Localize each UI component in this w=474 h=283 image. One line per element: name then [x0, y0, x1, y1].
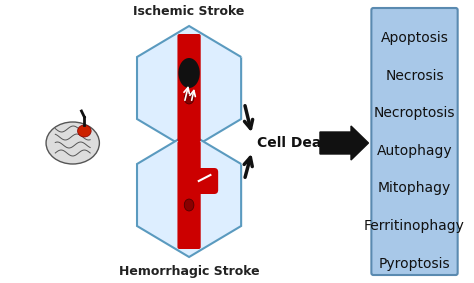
FancyBboxPatch shape: [193, 168, 218, 194]
Text: Ischemic Stroke: Ischemic Stroke: [133, 5, 245, 18]
Ellipse shape: [184, 92, 194, 104]
Ellipse shape: [178, 58, 200, 88]
Text: Cell Death: Cell Death: [257, 136, 338, 150]
Text: Pyroptosis: Pyroptosis: [379, 257, 450, 271]
FancyBboxPatch shape: [371, 8, 458, 275]
Text: Autophagy: Autophagy: [377, 144, 452, 158]
Ellipse shape: [78, 125, 91, 137]
Text: Mitophagy: Mitophagy: [378, 181, 451, 196]
FancyBboxPatch shape: [177, 141, 201, 249]
Polygon shape: [137, 133, 241, 257]
Polygon shape: [137, 26, 241, 150]
FancyBboxPatch shape: [177, 34, 201, 142]
Text: Necroptosis: Necroptosis: [374, 106, 455, 120]
Text: Apoptosis: Apoptosis: [381, 31, 448, 45]
FancyArrow shape: [320, 126, 368, 160]
Ellipse shape: [184, 199, 194, 211]
Text: Necrosis: Necrosis: [385, 69, 444, 83]
Text: Hemorrhagic Stroke: Hemorrhagic Stroke: [119, 265, 259, 278]
Text: Ferritinophagy: Ferritinophagy: [364, 219, 465, 233]
Ellipse shape: [46, 122, 100, 164]
